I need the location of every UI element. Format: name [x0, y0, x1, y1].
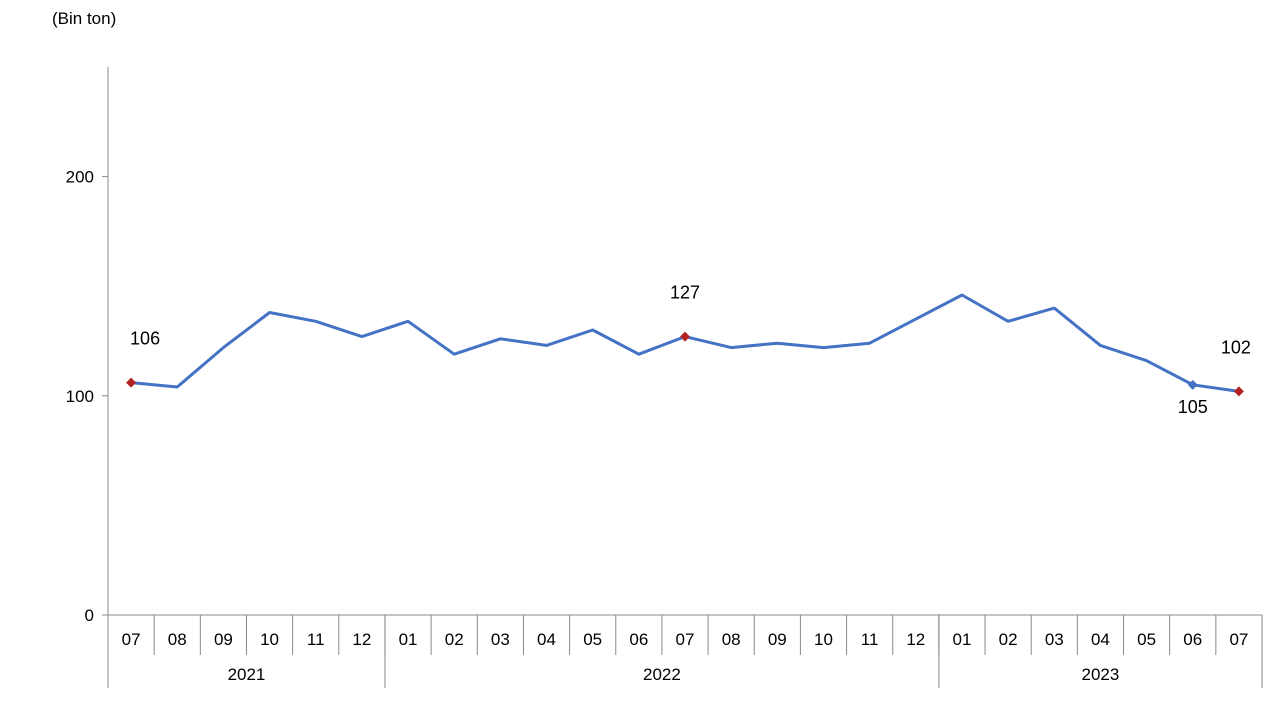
year-group-label: 2022 — [643, 665, 681, 684]
x-tick-label: 05 — [583, 630, 602, 649]
x-tick-label: 11 — [861, 630, 879, 649]
x-tick-label: 06 — [1183, 630, 1202, 649]
data-label: 102 — [1221, 337, 1251, 357]
x-tick-label: 02 — [445, 630, 464, 649]
data-point-marker — [1233, 386, 1244, 397]
y-unit-label: (Bin ton) — [52, 9, 117, 28]
x-tick-label: 09 — [768, 630, 787, 649]
x-tick-label: 07 — [1229, 630, 1248, 649]
x-tick-label: 05 — [1137, 630, 1156, 649]
x-tick-label: 04 — [537, 630, 556, 649]
x-tick-label: 10 — [814, 630, 833, 649]
x-tick-label: 10 — [260, 630, 279, 649]
axes: 0 100 200 07 08 09 10 11 12 01 02 03 04 05 06 07 08 09 10 1… — [66, 67, 1263, 688]
x-tick-label: 12 — [906, 630, 925, 649]
x-tick-label: 07 — [122, 630, 141, 649]
series-line-layer — [130, 293, 1240, 393]
x-tick-label: 11 — [307, 630, 325, 649]
x-tick-label: 08 — [722, 630, 741, 649]
data-point-marker — [126, 377, 137, 388]
labels-layer: 106 127 105 102 — [130, 283, 1251, 417]
markers-layer — [126, 331, 1244, 397]
x-tick-label: 01 — [952, 630, 971, 649]
year-group-label: 2023 — [1082, 665, 1120, 684]
data-point-marker — [680, 331, 690, 342]
data-point-marker — [1187, 379, 1198, 390]
x-tick-label: 09 — [214, 630, 233, 649]
x-tick-label: 07 — [676, 630, 695, 649]
data-label: 127 — [670, 283, 700, 303]
x-tick-label: 04 — [1091, 630, 1110, 649]
x-tick-label: 03 — [491, 630, 510, 649]
x-tick-label: 01 — [399, 630, 418, 649]
data-label: 106 — [130, 329, 160, 349]
year-group-label: 2021 — [228, 665, 266, 684]
series-line — [130, 293, 1240, 393]
y-tick-label: 0 — [85, 606, 94, 625]
x-tick-label: 06 — [629, 630, 648, 649]
data-label: 105 — [1178, 397, 1208, 417]
x-tick-label: 08 — [168, 630, 187, 649]
x-tick-label: 02 — [999, 630, 1018, 649]
x-tick-label: 12 — [352, 630, 371, 649]
x-tick-label: 03 — [1045, 630, 1064, 649]
y-tick-label: 100 — [66, 387, 94, 406]
y-tick-label: 200 — [66, 168, 94, 187]
